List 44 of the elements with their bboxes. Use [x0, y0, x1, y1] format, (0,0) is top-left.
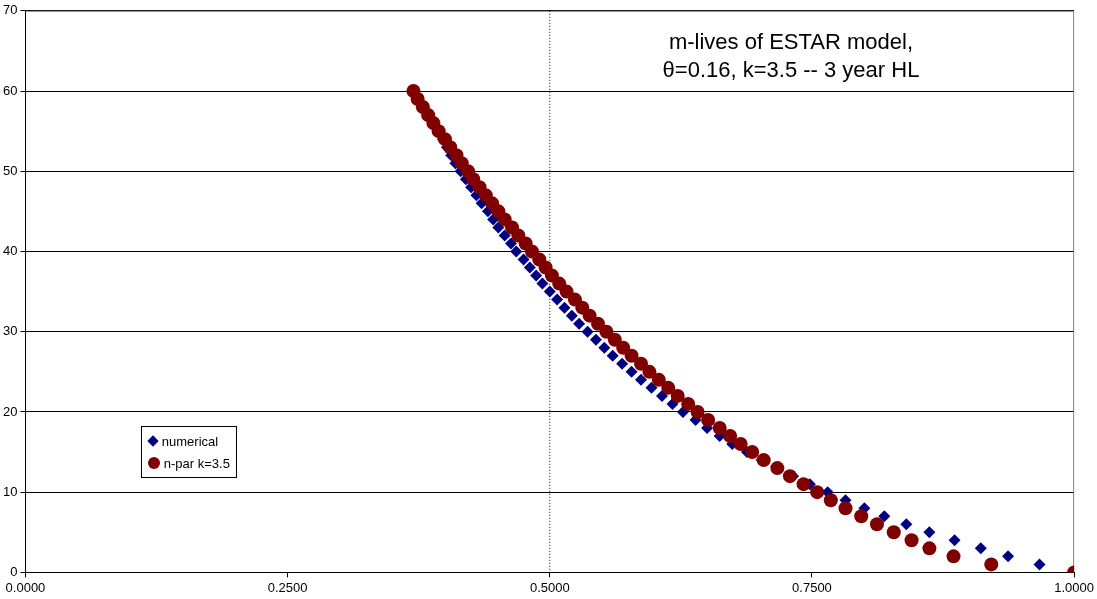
point [536, 277, 549, 290]
point [598, 341, 611, 354]
point [565, 309, 578, 322]
point [510, 245, 523, 258]
point [625, 365, 638, 378]
y-tick-label: 10 [2, 483, 18, 499]
y-tick-label: 30 [2, 323, 18, 339]
x-tick-label: 0.0000 [5, 579, 46, 595]
point [923, 526, 936, 539]
point [948, 534, 961, 547]
point [635, 373, 648, 386]
point [581, 325, 594, 338]
point [589, 333, 602, 346]
point [878, 510, 891, 523]
legend-label: n-par k=3.5 [163, 455, 230, 471]
point [616, 357, 629, 370]
text: m-lives of ESTAR model, θ=0.16, k=3.5 -- 3 year HL [662, 28, 920, 82]
x-tick-label: 0.2500 [267, 579, 308, 595]
point [900, 518, 913, 531]
legend-label: numerical [161, 433, 219, 449]
y-tick-label: 70 [2, 2, 18, 18]
point [573, 317, 586, 330]
point [517, 253, 530, 266]
point [558, 301, 571, 314]
x-tick-label: 1.0000 [1054, 579, 1094, 595]
y-tick-label: 20 [2, 403, 18, 419]
point [974, 542, 987, 555]
y-tick-label: 0 [10, 563, 18, 579]
point [523, 261, 536, 274]
point [504, 237, 517, 250]
point [1002, 550, 1015, 563]
point [530, 269, 543, 282]
point [606, 349, 619, 362]
y-tick-label: 60 [2, 82, 18, 98]
point [1033, 558, 1046, 571]
point [551, 293, 564, 306]
y-tick-label: 40 [2, 243, 18, 259]
point [543, 285, 556, 298]
point [498, 229, 511, 242]
y-tick-label: 50 [2, 162, 18, 178]
point [492, 221, 505, 234]
x-tick-label: 0.7500 [792, 579, 832, 595]
x-tick-label: 0.5000 [529, 579, 570, 595]
point [645, 381, 658, 394]
